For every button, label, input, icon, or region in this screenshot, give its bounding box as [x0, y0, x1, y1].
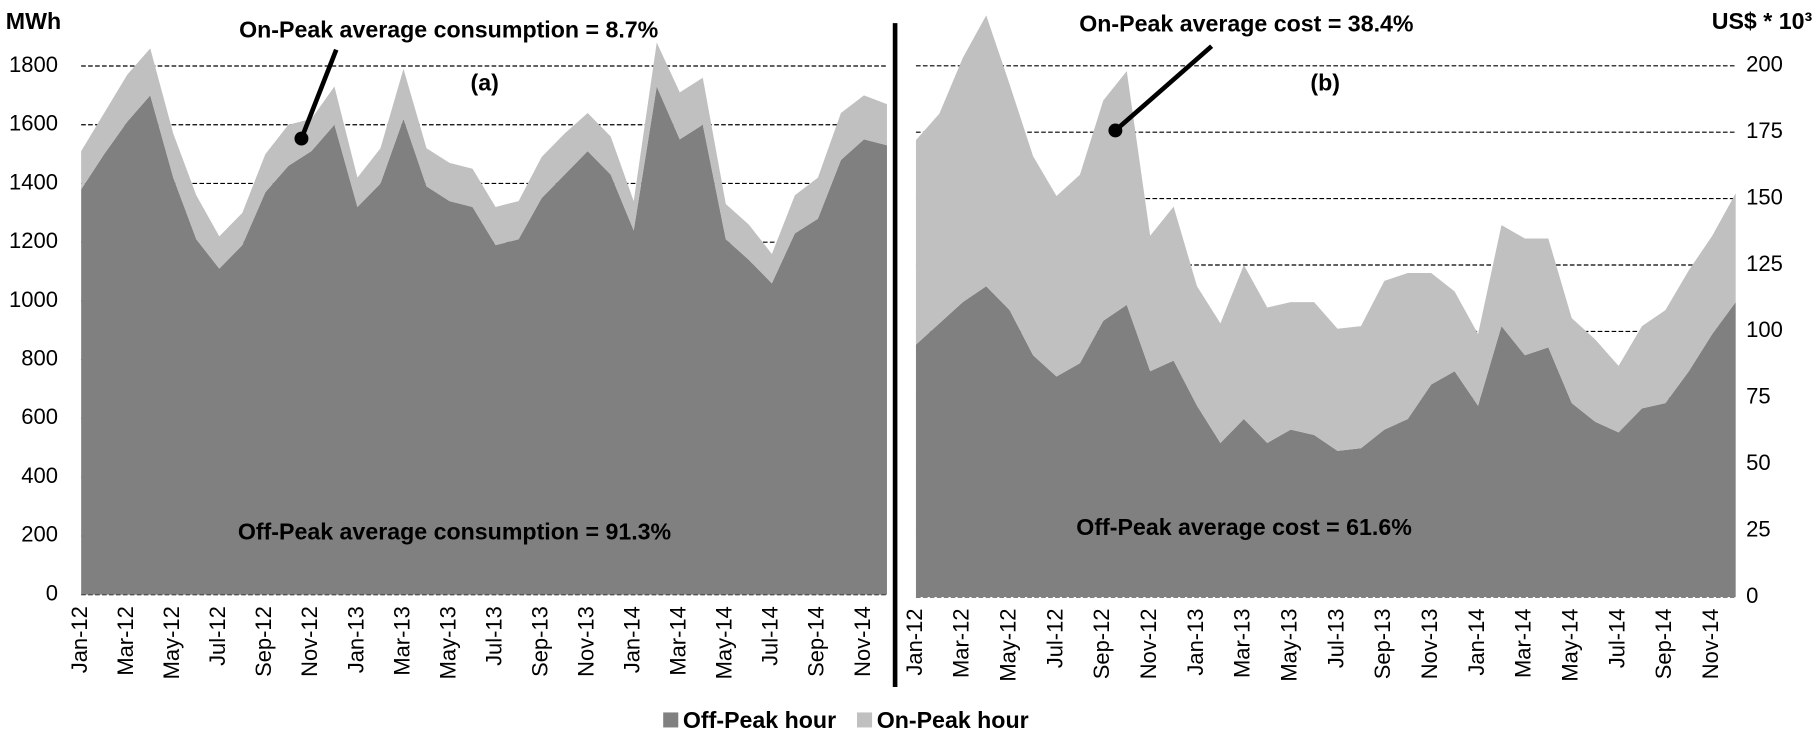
- x-tick-label: Jul-13: [481, 606, 506, 666]
- x-tick-label: Nov-14: [850, 606, 875, 677]
- x-tick-label: Jul-14: [1604, 609, 1629, 669]
- x-tick-label: Mar-12: [113, 606, 138, 675]
- x-tick-label: Sep-14: [1651, 609, 1676, 680]
- x-tick-label: Jul-14: [758, 606, 783, 666]
- legend-label: Off-Peak hour: [683, 707, 836, 733]
- x-tick-label: May-13: [1276, 609, 1301, 682]
- x-tick-label: Jul-12: [205, 606, 230, 666]
- x-tick-label: Mar-14: [666, 606, 691, 675]
- y-tick-label: 125: [1746, 251, 1783, 276]
- x-tick-label: Jan-12: [67, 606, 92, 673]
- x-tick-label: May-12: [159, 606, 184, 679]
- y-tick-label: 150: [1746, 184, 1783, 209]
- y-tick-label: 1400: [9, 169, 58, 194]
- x-tick-label: Mar-13: [1230, 609, 1255, 678]
- y-tick-label: 0: [46, 581, 58, 606]
- panel-label: (a): [470, 69, 498, 95]
- y-tick-label: 200: [21, 522, 58, 547]
- y-tick-label: 0: [1746, 583, 1758, 608]
- area: [81, 42, 887, 284]
- y-tick-label: 25: [1746, 516, 1770, 541]
- x-tick-label: Sep-14: [804, 606, 829, 677]
- x-tick-label: Jan-13: [1183, 609, 1208, 676]
- x-tick-label: Jan-12: [902, 609, 927, 676]
- x-tick-label: Jan-14: [619, 606, 644, 673]
- legend-swatch: [663, 712, 679, 728]
- y-axis-label: MWh: [6, 8, 61, 34]
- y-tick-label: 600: [21, 404, 58, 429]
- legend: Off-Peak hour On-Peak hour: [663, 707, 1029, 733]
- legend-label: On-Peak hour: [877, 707, 1029, 733]
- x-tick-label: Mar-12: [949, 609, 974, 678]
- x-tick-label: Nov-13: [1417, 609, 1442, 680]
- y-tick-label: 800: [21, 346, 58, 371]
- annotation: On-Peak average consumption = 8.7%: [239, 16, 658, 42]
- x-tick-label: Sep-13: [527, 606, 552, 677]
- x-tick-label: Sep-12: [1089, 609, 1114, 680]
- annotation-line: [299, 48, 339, 140]
- annotation-dot: [294, 131, 309, 146]
- x-tick-label: Jan-13: [343, 606, 368, 673]
- x-tick-label: May-13: [435, 606, 460, 679]
- x-tick-label: Sep-13: [1370, 609, 1395, 680]
- x-tick-label: May-12: [995, 609, 1020, 682]
- x-tick-label: Nov-13: [573, 606, 598, 677]
- x-tick-label: Mar-13: [389, 606, 414, 675]
- x-tick-label: May-14: [712, 606, 737, 679]
- y-tick-label: 75: [1746, 384, 1770, 409]
- y-tick-label: 1800: [9, 52, 58, 77]
- x-tick-label: Sep-12: [251, 606, 276, 677]
- x-tick-label: Nov-14: [1698, 609, 1723, 680]
- annotation: Off-Peak average consumption = 91.3%: [238, 519, 671, 545]
- y-tick-label: 400: [21, 463, 58, 488]
- x-tick-label: Jul-13: [1323, 609, 1348, 669]
- y-axis-label: US$ * 10³: [1712, 8, 1813, 34]
- y-tick-label: 50: [1746, 450, 1770, 475]
- panel-label: (b): [1310, 69, 1340, 95]
- area: [915, 286, 1736, 597]
- x-tick-label: Nov-12: [297, 606, 322, 677]
- x-tick-label: May-14: [1558, 609, 1583, 682]
- y-tick-label: 1200: [9, 228, 58, 253]
- y-tick-label: 100: [1746, 317, 1783, 342]
- annotation-dot: [1108, 123, 1123, 138]
- area: [81, 86, 887, 595]
- x-tick-label: Mar-14: [1511, 609, 1536, 678]
- x-tick-label: Jul-12: [1042, 609, 1067, 669]
- y-tick-label: 200: [1746, 52, 1783, 77]
- x-tick-label: Nov-12: [1136, 609, 1161, 680]
- annotation: On-Peak average cost = 38.4%: [1079, 11, 1413, 37]
- y-tick-label: 1600: [9, 111, 58, 136]
- annotation: Off-Peak average cost = 61.6%: [1076, 514, 1412, 540]
- y-tick-label: 1000: [9, 287, 58, 312]
- x-tick-label: Jan-14: [1464, 609, 1489, 676]
- annotation-line: [1113, 44, 1214, 133]
- y-tick-label: 175: [1746, 118, 1783, 143]
- legend-swatch: [856, 712, 873, 728]
